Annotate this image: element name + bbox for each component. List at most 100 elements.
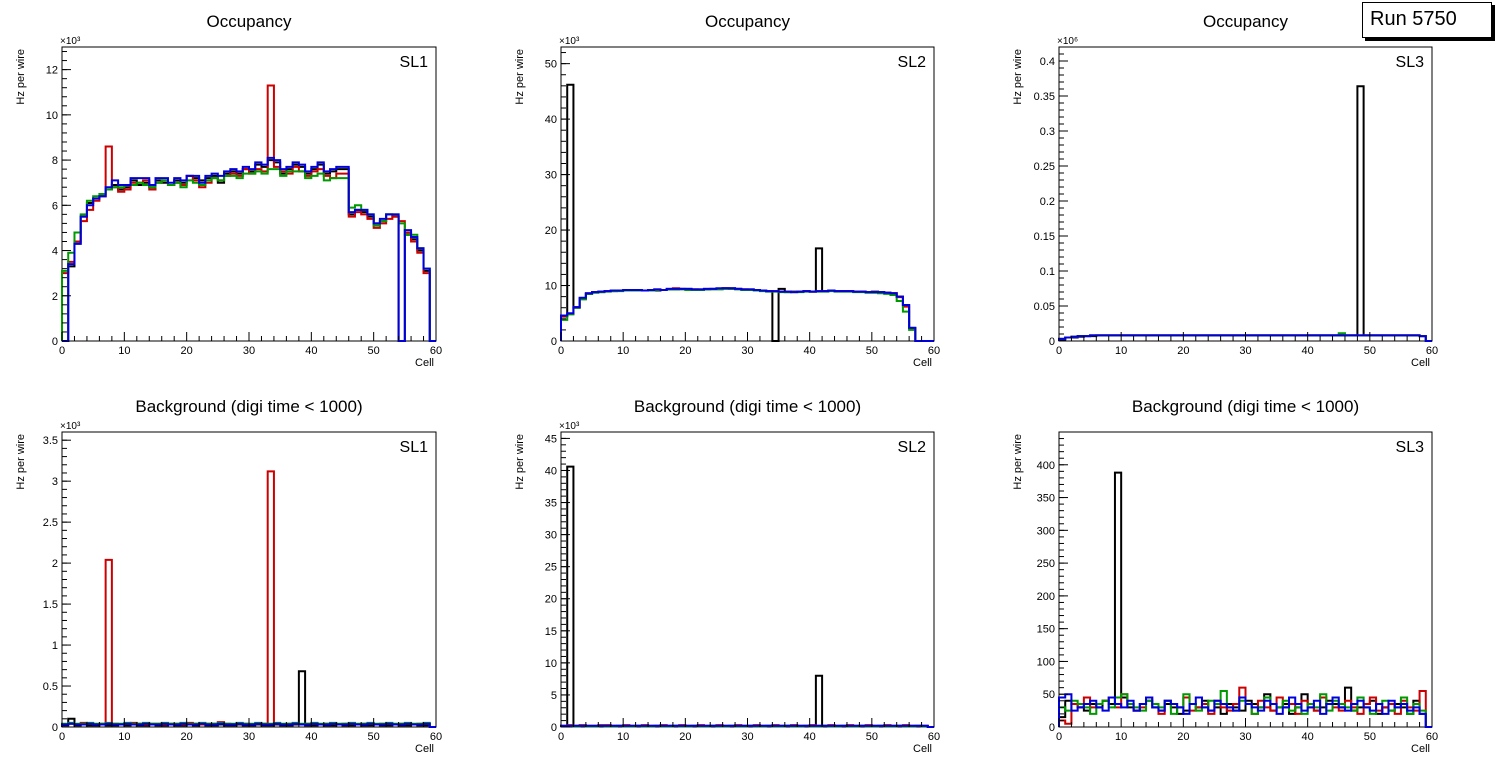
chart-title: Background (digi time < 1000) xyxy=(634,397,861,416)
x-tick-label: 50 xyxy=(1364,731,1376,743)
histogram-panel-3: Occupancy 0 10 20 30 40 50 60 0 0.05 0.1 0.15 0.2 0.2… xyxy=(1012,12,1438,369)
series-blue xyxy=(1058,693,1432,728)
y-exponent: ×10⁶ xyxy=(1057,36,1078,47)
superlayer-label: SL2 xyxy=(898,54,927,71)
x-tick-label: 50 xyxy=(866,731,878,743)
y-tick-label: 350 xyxy=(1037,493,1055,505)
y-tick-label: 40 xyxy=(545,465,557,477)
x-tick-label: 10 xyxy=(617,345,629,357)
x-tick-label: 60 xyxy=(430,345,442,357)
series-green xyxy=(61,168,436,342)
superlayer-label: SL1 xyxy=(400,439,429,456)
y-tick-label: 0.4 xyxy=(1040,56,1055,68)
chart-title: Occupancy xyxy=(206,12,292,31)
y-axis-label: Hz per wire xyxy=(15,434,27,490)
y-tick-label: 0.15 xyxy=(1034,231,1055,243)
histogram-panel-1: Occupancy 0 10 20 30 40 50 60 0 2 4 6 8 10 12 ×10³ Cell H… xyxy=(15,12,442,369)
y-tick-label: 0 xyxy=(52,336,58,348)
x-tick-label: 0 xyxy=(1056,345,1062,357)
y-tick-label: 0.2 xyxy=(1040,196,1055,208)
y-tick-label: 20 xyxy=(545,594,557,606)
x-axis-label: Cell xyxy=(1411,357,1430,369)
superlayer-label: SL3 xyxy=(1396,54,1425,71)
y-exponent: ×10³ xyxy=(559,421,580,432)
y-tick-label: 400 xyxy=(1037,460,1055,472)
x-tick-label: 30 xyxy=(243,345,255,357)
y-tick-label: 2 xyxy=(52,558,58,570)
x-axis-label: Cell xyxy=(415,743,434,755)
x-tick-label: 60 xyxy=(430,731,442,743)
y-tick-label: 200 xyxy=(1037,591,1055,603)
y-tick-label: 6 xyxy=(52,200,58,212)
plot-frame xyxy=(61,431,437,728)
x-tick-label: 40 xyxy=(1302,345,1314,357)
chart-title: Occupancy xyxy=(705,12,791,31)
y-tick-label: 10 xyxy=(545,658,557,670)
y-tick-label: 1.5 xyxy=(43,599,58,611)
run-number-label: Run 5750 xyxy=(1370,8,1457,30)
superlayer-label: SL3 xyxy=(1396,439,1425,456)
superlayer-label: SL1 xyxy=(400,54,429,71)
histogram-panel-2: Occupancy 0 10 20 30 40 50 60 0 10 20 30 40 50 ×10³ Cel… xyxy=(514,12,940,369)
y-tick-label: 10 xyxy=(46,110,58,122)
y-exponent: ×10³ xyxy=(60,36,81,47)
x-tick-label: 0 xyxy=(59,731,65,743)
x-tick-label: 0 xyxy=(558,345,564,357)
y-tick-label: 4 xyxy=(52,246,58,258)
y-tick-label: 300 xyxy=(1037,525,1055,537)
y-tick-label: 2 xyxy=(52,291,58,303)
x-tick-label: 60 xyxy=(1426,731,1438,743)
x-axis-label: Cell xyxy=(1411,743,1430,755)
x-tick-label: 10 xyxy=(118,731,130,743)
y-axis-label: Hz per wire xyxy=(514,434,526,490)
y-tick-label: 2.5 xyxy=(43,517,58,529)
x-tick-label: 10 xyxy=(118,345,130,357)
x-tick-label: 20 xyxy=(1177,345,1189,357)
y-exponent: ×10³ xyxy=(60,421,81,432)
y-tick-label: 3 xyxy=(52,476,58,488)
y-tick-label: 30 xyxy=(545,170,557,182)
y-tick-label: 0.05 xyxy=(1034,301,1055,313)
y-axis-label: Hz per wire xyxy=(1012,49,1024,105)
x-tick-label: 40 xyxy=(305,731,317,743)
y-tick-label: 12 xyxy=(46,65,58,77)
x-tick-label: 20 xyxy=(679,731,691,743)
x-axis-label: Cell xyxy=(913,357,932,369)
x-tick-label: 30 xyxy=(741,345,753,357)
y-tick-label: 0 xyxy=(52,722,58,734)
y-tick-label: 10 xyxy=(545,281,557,293)
y-tick-label: 25 xyxy=(545,562,557,574)
x-tick-label: 20 xyxy=(181,345,193,357)
x-tick-label: 50 xyxy=(1364,345,1376,357)
y-tick-label: 0 xyxy=(1049,336,1055,348)
y-tick-label: 0.5 xyxy=(43,681,58,693)
y-axis-label: Hz per wire xyxy=(15,49,27,105)
y-exponent: ×10³ xyxy=(559,36,580,47)
series-black xyxy=(1058,85,1432,342)
x-tick-label: 20 xyxy=(181,731,193,743)
x-axis-label: Cell xyxy=(913,743,932,755)
x-tick-label: 30 xyxy=(243,731,255,743)
x-tick-label: 40 xyxy=(1302,731,1314,743)
y-tick-label: 35 xyxy=(545,498,557,510)
series-black xyxy=(560,83,934,342)
chart-title: Background (digi time < 1000) xyxy=(135,397,362,416)
y-tick-label: 0 xyxy=(1049,722,1055,734)
x-tick-label: 30 xyxy=(1239,345,1251,357)
y-tick-label: 250 xyxy=(1037,558,1055,570)
series-blue xyxy=(62,156,436,342)
superlayer-label: SL2 xyxy=(898,439,927,456)
x-tick-label: 50 xyxy=(368,345,380,357)
y-tick-label: 0.1 xyxy=(1040,266,1055,278)
y-tick-label: 50 xyxy=(1043,689,1055,701)
histogram-panel-5: Background (digi time < 1000)0 10 20 30 40 50… xyxy=(514,397,940,755)
y-tick-label: 15 xyxy=(545,626,557,638)
y-axis-label: Hz per wire xyxy=(1012,434,1024,490)
x-tick-label: 0 xyxy=(1056,731,1062,743)
y-tick-label: 0.25 xyxy=(1034,161,1055,173)
x-tick-label: 10 xyxy=(1115,345,1127,357)
x-tick-label: 20 xyxy=(1177,731,1189,743)
plot-frame xyxy=(1058,46,1433,342)
y-tick-label: 45 xyxy=(545,433,557,445)
